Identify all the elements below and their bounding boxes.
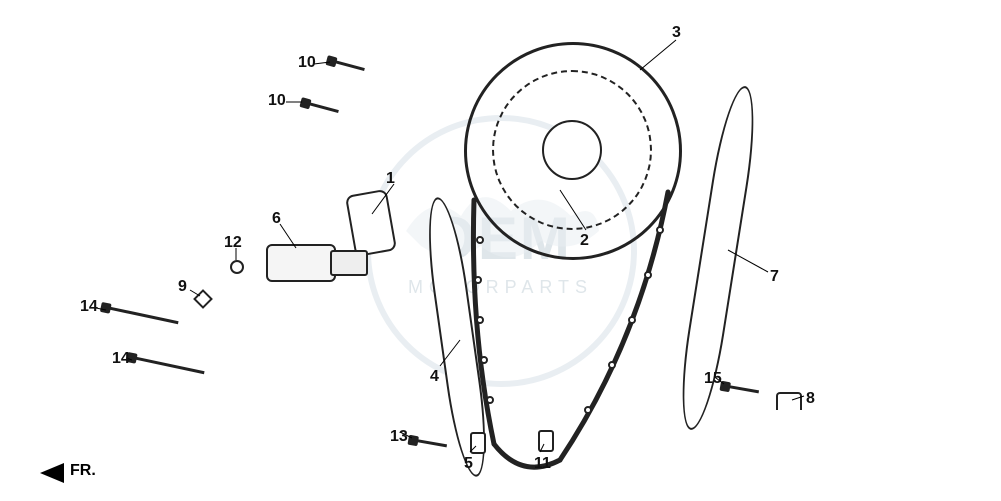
callout-10b: 10 [268,92,286,110]
callout-10a: 10 [298,54,316,72]
callout-8: 8 [806,390,815,408]
leader-lines [0,0,1001,501]
callout-5: 5 [464,455,473,473]
callout-1: 1 [386,170,395,188]
callout-6: 6 [272,210,281,228]
front-label: FR. [70,462,96,480]
front-arrow-icon [40,463,64,483]
diagram-canvas: { "fr_label": "FR.", "watermark": { "lin… [0,0,1001,501]
callout-7: 7 [770,268,779,286]
callout-15: 15 [704,370,722,388]
front-direction-indicator: FR. [40,463,96,483]
callout-13: 13 [390,428,408,446]
callout-14a: 14 [80,298,98,316]
callout-9: 9 [178,278,187,296]
callout-3: 3 [672,24,681,42]
callout-4: 4 [430,368,439,386]
callout-2: 2 [580,232,589,250]
callout-14b: 14 [112,350,130,368]
callout-12: 12 [224,234,242,252]
callout-11: 11 [534,455,551,473]
